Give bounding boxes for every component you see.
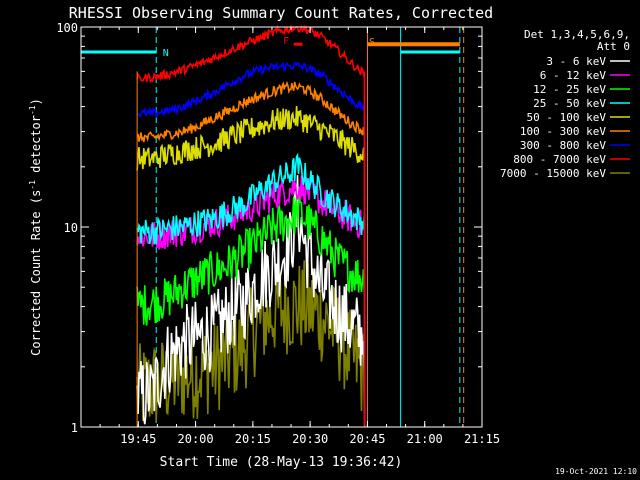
series-line-5 — [136, 105, 366, 427]
legend-entry-label: 12 - 25 keV — [533, 83, 606, 96]
x-tick-label: 20:45 — [349, 432, 385, 446]
x-tick-label: 21:00 — [407, 432, 443, 446]
y-tick-label: 100 — [56, 21, 78, 35]
plot-area: N F S — [80, 23, 465, 427]
legend-entry-label: 100 - 300 keV — [520, 125, 606, 138]
series-line-2 — [136, 194, 366, 427]
y-axis-label-main: Corrected Count Rate (s — [29, 190, 43, 356]
legend-entry-label: 7000 - 15000 keV — [500, 167, 606, 180]
x-axis-label: Start Time (28-May-13 19:36:42) — [160, 455, 403, 470]
series-line-7 — [136, 60, 366, 427]
axes: 19:45 20:00 20:15 20:30 20:45 21:00 21:15 1 10 10… — [56, 21, 500, 446]
annotation-f: F — [283, 36, 289, 47]
chart-title: RHESSI Observing Summary Count Rates, Co… — [69, 4, 493, 22]
x-tick-label: 21:15 — [464, 432, 500, 446]
annotations: N F S — [163, 36, 375, 59]
legend-entry-label: 6 - 12 keV — [540, 69, 607, 82]
legend-entry-label: 25 - 50 keV — [533, 97, 606, 110]
legend-entry-label: 3 - 6 keV — [546, 55, 606, 68]
annotation-s: S — [369, 37, 375, 48]
series-line-4 — [136, 152, 366, 427]
y-axis-label-sup1: -1 — [28, 180, 37, 190]
x-tick-label: 19:45 — [120, 432, 156, 446]
series-line-8 — [136, 23, 366, 427]
series-line-6 — [136, 80, 366, 427]
x-tick-label: 20:15 — [235, 432, 271, 446]
annotation-n: N — [163, 48, 169, 59]
series-line-0 — [136, 260, 366, 427]
legend-header-line: Det 1,3,4,5,6,9, — [524, 28, 630, 41]
series-lines — [136, 23, 366, 427]
state-bars — [81, 42, 460, 54]
legend-entry-label: 800 - 7000 keV — [513, 153, 606, 166]
y-axis-label-end: ) — [29, 98, 43, 105]
x-tick-label: 20:00 — [178, 432, 214, 446]
y-axis-label-mid: detector — [29, 115, 43, 180]
y-axis-label-sup2: -1 — [28, 105, 37, 115]
series-line-1 — [136, 175, 366, 427]
timestamp: 19-Oct-2021 12:10 — [555, 467, 637, 476]
y-axis-label: Corrected Count Rate (s-1 detector-1) — [28, 98, 43, 356]
legend-entry-label: 50 - 100 keV — [527, 111, 607, 124]
legend-header-line: Att 0 — [597, 40, 630, 53]
y-tick-label: 1 — [71, 421, 78, 435]
y-tick-label: 10 — [64, 221, 78, 235]
x-tick-label: 20:30 — [292, 432, 328, 446]
legend-entry-label: 300 - 800 keV — [520, 139, 606, 152]
